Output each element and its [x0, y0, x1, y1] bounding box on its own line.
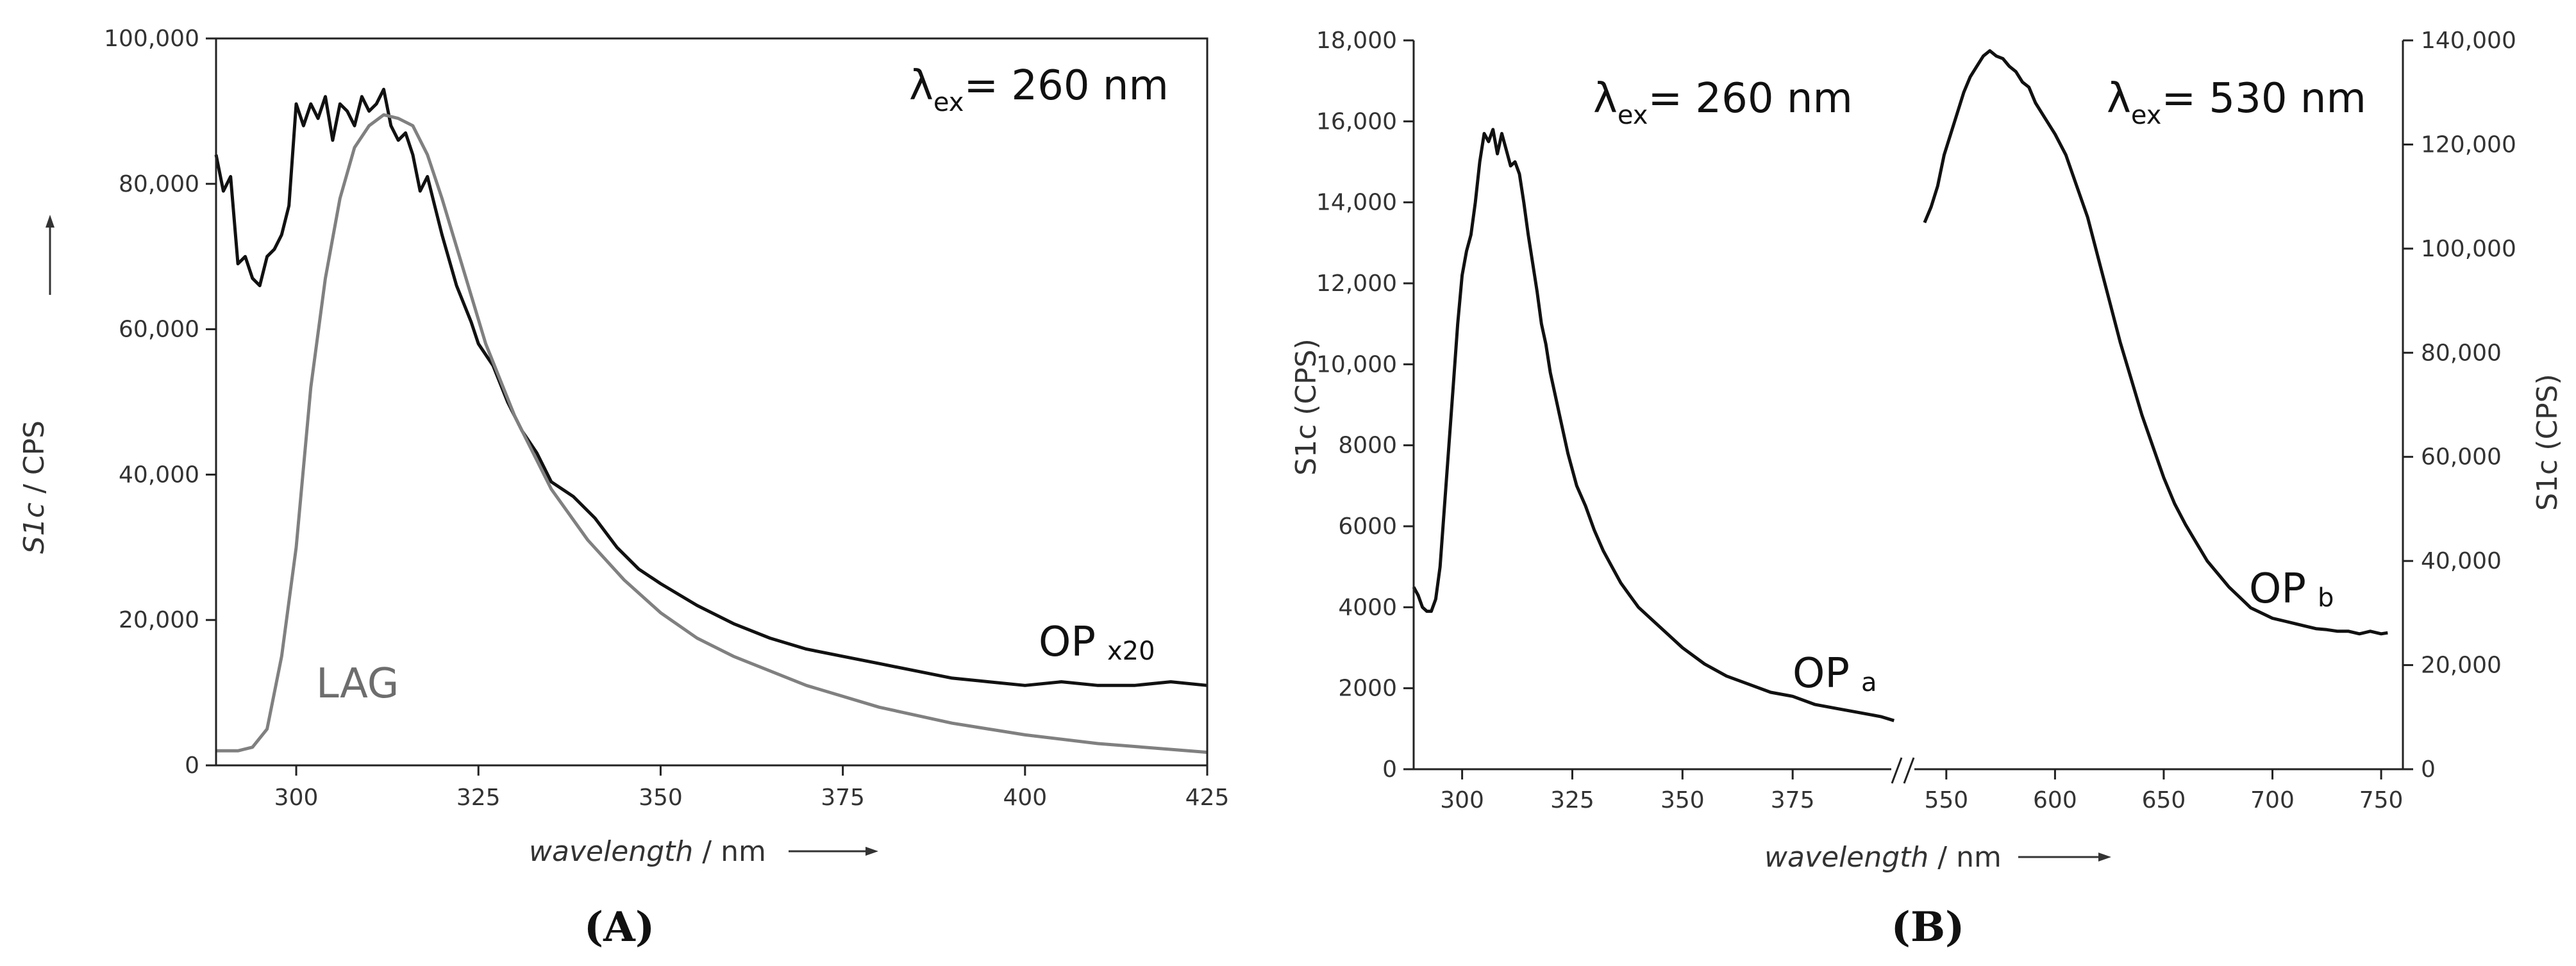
panel-b-right-y-tick-label: 0 [2421, 756, 2436, 783]
panel-b-x-tick-label: 650 [2142, 787, 2186, 813]
panel-b-x-tick-label: 750 [2359, 787, 2404, 813]
panel-a-lambda-value: = 260 nm [964, 62, 1168, 110]
panel-b-x-tick-label: 300 [1440, 787, 1484, 813]
panel-b-lambda-left-value: = 260 nm [1648, 75, 1852, 122]
panel-a-y-tick-label: 20,000 [119, 607, 199, 633]
panel-b-x-axis-arrow [2018, 853, 2111, 862]
panel-b-right-y-axis-title: S1c (CPS) [2531, 374, 2564, 511]
panel-b-right-y-tick-label: 140,000 [2421, 28, 2516, 54]
panel-b-x-tick-label: 375 [1771, 787, 1815, 813]
panel-a-y-axis-unit: / CPS [18, 421, 51, 503]
panel-b-lambda-right-symbol: λ [2107, 75, 2131, 122]
panel-a-x-tick-label: 350 [639, 785, 683, 811]
panel-a-plot-frame [215, 37, 1209, 767]
panel-a-label: (A) [584, 903, 655, 951]
panel-b-left-y-tick-label: 16,000 [1316, 108, 1397, 135]
panel-b-op-b-sub: b [2318, 583, 2334, 613]
panel-a-x-axis-title: wavelength / nm [529, 835, 766, 868]
panel-a-lambda-sub: ex [933, 88, 964, 117]
panel-b-x-tick-label: 325 [1550, 787, 1594, 813]
panel-b-x-tick-label: 550 [1924, 787, 1968, 813]
panel-a-line-lag [216, 113, 1208, 754]
panel-b-excitation-annotation-right: λex= 530 nm [2107, 75, 2366, 130]
panel-a-y-tick-label: 60,000 [119, 317, 199, 343]
panel-b-op-b-name: OP [2249, 565, 2306, 613]
panel-b-left-y-tick-label: 0 [1382, 756, 1397, 783]
panel-b-right-y-tick-label: 40,000 [2421, 548, 2502, 574]
panel-b-x-axis-title: wavelength / nm [1764, 841, 2002, 874]
panel-b-left-y-axis-title: S1c (CPS) [1290, 338, 1323, 476]
panel-b-op-a-label: OP a [1793, 650, 1877, 697]
panel-a-x-axis-unit: / nm [693, 835, 766, 868]
panel-a-y-axis-arrow [46, 215, 54, 295]
panel-a-x-axis-arrow [789, 847, 878, 856]
panel-b-lambda-right-sub: ex [2131, 101, 2162, 130]
panel-b-line-op-b [1923, 49, 2388, 636]
panel-a: 300 325 350 375 400 425 0 20,000 40,000 60,000 80… [18, 26, 1229, 951]
panel-b-right-y-tick-label: 120,000 [2421, 131, 2516, 158]
panel-a-x-tick-label: 400 [1003, 785, 1047, 811]
panel-b-axis-break [1891, 757, 1915, 784]
panel-b-left-y-tick-label: 14,000 [1316, 190, 1397, 216]
panel-a-op-series-label: OP x20 [1039, 619, 1155, 666]
panel-b-right-y-tick-label: 100,000 [2421, 236, 2516, 262]
panel-a-x-tick-label: 425 [1185, 785, 1230, 811]
panel-b-x-axis-var: wavelength [1764, 841, 1928, 874]
panel-a-line-op [214, 87, 1208, 687]
panel-b-op-b-label: OP b [2249, 565, 2334, 613]
panel-a-y-axis-title: S1c / CPS [18, 421, 51, 554]
panel-a-x-tick-label: 300 [274, 785, 319, 811]
panel-a-y-tick-label: 0 [185, 753, 199, 779]
panel-b-x-tick-label: 350 [1660, 787, 1705, 813]
panel-b-x-tick-label: 700 [2250, 787, 2295, 813]
panel-b-left-y-tick-label: 10,000 [1316, 351, 1397, 378]
panel-a-lambda-symbol: λ [909, 62, 933, 110]
panel-b-op-a-sub: a [1861, 668, 1877, 697]
panel-a-x-axis-var: wavelength [529, 835, 693, 868]
panel-b-lambda-left-sub: ex [1618, 101, 1648, 130]
panel-a-excitation-annotation: λex= 260 nm [909, 62, 1169, 117]
panel-a-lag-series-label: LAG [316, 660, 399, 708]
panel-b-right-y-tick-label: 80,000 [2421, 340, 2502, 366]
panel-a-y-tick-label: 100,000 [104, 26, 199, 52]
panel-a-x-tick-label: 325 [456, 785, 501, 811]
panel-b-x-tick-label: 600 [2033, 787, 2077, 813]
panel-b-left-y-tick-label: 6000 [1338, 513, 1397, 540]
panel-b-left-y-tick-label: 4000 [1338, 594, 1397, 620]
panel-b: 300 325 350 375 550 600 650 700 750 0 2000 4000 600… [1290, 28, 2564, 951]
panel-b-x-axis-unit: / nm [1928, 841, 2002, 874]
panel-a-y-tick-label: 80,000 [119, 171, 199, 197]
panel-a-y-tick-label: 40,000 [119, 462, 199, 488]
panel-b-left-y-tick-label: 2000 [1338, 676, 1397, 702]
panel-b-label: (B) [1891, 903, 1965, 951]
panel-b-left-y-tick-label: 12,000 [1316, 271, 1397, 297]
panel-b-right-y-tick-label: 20,000 [2421, 653, 2502, 679]
panel-b-excitation-annotation-left: λex= 260 nm [1593, 75, 1853, 130]
panel-a-x-tick-label: 375 [821, 785, 865, 811]
panel-b-lambda-left-symbol: λ [1593, 75, 1618, 122]
panel-b-lambda-right-value: = 530 nm [2161, 75, 2366, 122]
panel-b-left-y-tick-label: 18,000 [1316, 28, 1397, 54]
panel-b-right-y-tick-label: 60,000 [2421, 444, 2502, 471]
panel-b-left-y-tick-label: 8000 [1338, 433, 1397, 459]
panel-a-op-name: OP [1039, 619, 1096, 666]
panel-b-line-op-a [1412, 128, 1895, 722]
panel-b-op-a-name: OP [1793, 650, 1850, 697]
panel-a-y-axis-var: S1c [18, 503, 51, 554]
panel-a-op-sub: x20 [1107, 637, 1155, 666]
